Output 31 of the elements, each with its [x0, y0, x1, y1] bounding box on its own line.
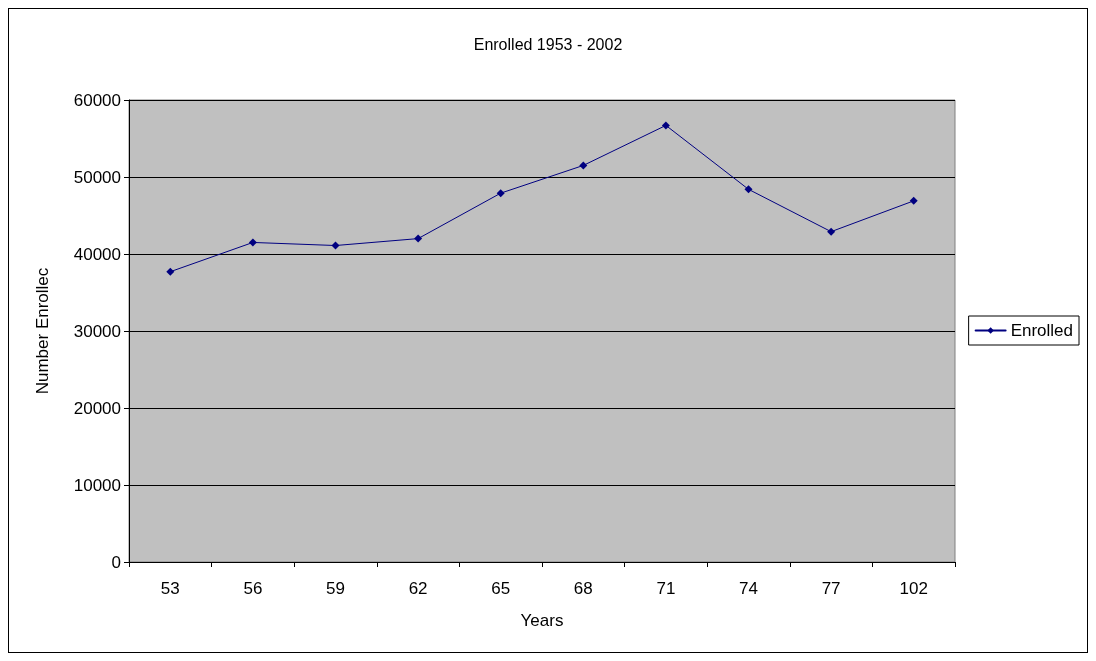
point [579, 161, 588, 170]
point [166, 267, 175, 276]
x-tick-label: 59 [326, 579, 345, 598]
legend-label: Enrolled [1010, 321, 1073, 340]
point [248, 238, 257, 247]
point [744, 185, 753, 194]
point [414, 234, 423, 243]
x-tick-label: 71 [656, 579, 676, 598]
point [661, 121, 670, 130]
point [827, 227, 836, 236]
point [496, 189, 505, 198]
y-tick-label: 20000 [73, 398, 121, 418]
x-tick-label: 74 [739, 579, 758, 598]
y-tick-label: 0 [111, 552, 121, 572]
x-tick-label: 53 [160, 579, 180, 598]
x-tick-label: 102 [899, 579, 928, 598]
point [331, 241, 340, 250]
y-tick-label: 10000 [73, 475, 121, 495]
x-axis-title: Years [520, 611, 564, 630]
y-tick-label: 50000 [73, 167, 121, 187]
y-axis-title: Number Enrollec [33, 267, 52, 395]
x-tick-label: 65 [491, 579, 511, 598]
chart-title: Enrolled 1953 - 2002 [473, 35, 623, 53]
y-tick-label: 40000 [73, 244, 121, 264]
point [909, 196, 918, 205]
x-tick-label: 77 [821, 579, 841, 598]
y-tick-label: 60000 [73, 90, 121, 110]
x-tick-label: 68 [573, 579, 593, 598]
x-tick-label: 62 [408, 579, 428, 598]
y-tick-label: 30000 [73, 321, 121, 341]
x-tick-label: 56 [243, 579, 263, 598]
